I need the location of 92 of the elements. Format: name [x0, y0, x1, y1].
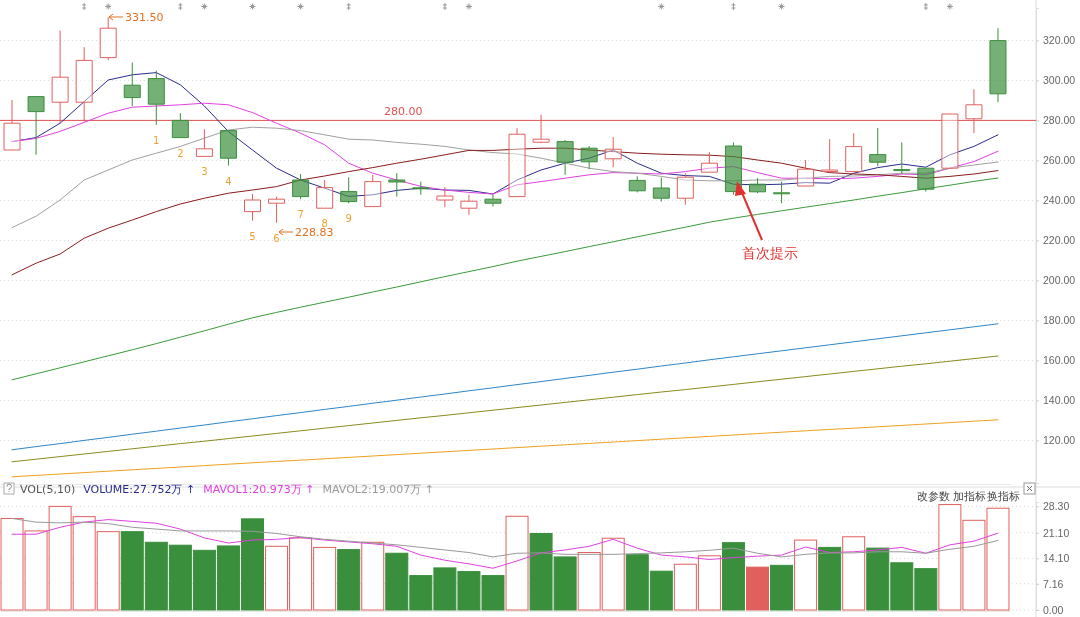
candlestick — [460, 194, 478, 216]
candlestick — [869, 127, 887, 167]
series-label: VOLUME:27.752万 ↑ — [83, 483, 196, 496]
candlestick — [388, 172, 406, 198]
candlestick — [244, 193, 261, 222]
bar — [361, 541, 385, 611]
candlestick — [652, 177, 670, 203]
y-tick-label: 0.00 — [1043, 603, 1064, 616]
candlestick — [941, 113, 959, 169]
chart-title: VOL(5,10) — [20, 483, 76, 496]
text: MAVOL2:19.007万 ↑ — [322, 483, 434, 496]
y-tick-label: 140.00 — [1043, 394, 1076, 407]
ref-line-label: 280.00 — [384, 105, 423, 119]
candlestick — [75, 46, 93, 123]
candlestick — [171, 112, 189, 139]
candlestick — [893, 141, 911, 175]
candlestick — [316, 179, 334, 209]
y-tick-label: 240.00 — [1043, 194, 1076, 207]
candlestick — [700, 151, 718, 173]
candlestick — [268, 196, 286, 224]
candlestick — [412, 181, 430, 196]
annotation: 换指标 — [987, 490, 1020, 503]
candlestick — [99, 16, 117, 61]
candlestick — [580, 145, 598, 170]
line-series — [11, 519, 999, 569]
candlestick — [147, 70, 165, 126]
annotation: 331.50 — [125, 11, 164, 24]
candlestick — [292, 173, 310, 200]
candlestick — [340, 176, 358, 204]
y-tick-label: 200.00 — [1043, 274, 1076, 287]
y-tick-label: 320.00 — [1043, 34, 1076, 47]
y-tick-label: 120.00 — [1043, 434, 1076, 447]
candlestick — [436, 186, 454, 208]
candlestick — [676, 172, 694, 206]
annotation: 加指标 — [953, 490, 986, 503]
y-tick-label: 300.00 — [1043, 74, 1076, 87]
text: 2 — [177, 147, 184, 159]
candlestick — [965, 88, 983, 134]
y-tick-label: 280.00 — [1043, 114, 1076, 127]
y-tick-label: 260.00 — [1043, 154, 1076, 167]
candlestick — [797, 159, 815, 187]
candlestick — [219, 130, 237, 167]
line-series — [11, 323, 999, 451]
candlestick — [51, 30, 69, 124]
y-tick-label: 28.30 — [1043, 500, 1070, 513]
candlestick — [508, 127, 526, 198]
text: MAVOL1:20.973万 ↑ — [203, 483, 315, 496]
y-tick-label: 14.10 — [1043, 552, 1070, 565]
bar — [818, 546, 842, 611]
candlestick — [821, 138, 839, 173]
y-tick-label: 220.00 — [1043, 234, 1076, 247]
candlestick — [989, 27, 1007, 103]
annotation: 首次提示 — [742, 245, 798, 261]
candlestick — [749, 177, 766, 194]
text: 5 — [249, 230, 256, 242]
line-series — [11, 355, 999, 463]
candlestick — [195, 128, 213, 157]
line-series — [11, 126, 999, 229]
line-series — [11, 517, 999, 558]
text: 4 — [225, 175, 232, 187]
annotation: 改参数 — [917, 490, 950, 503]
bar — [337, 549, 361, 611]
text: 3 — [201, 166, 208, 178]
bar — [746, 566, 769, 611]
candlestick — [532, 114, 550, 144]
line-series — [11, 102, 999, 195]
text: 1 — [153, 134, 160, 146]
candlestick — [3, 99, 21, 151]
candlestick — [845, 132, 863, 173]
y-tick-label: 7.16 — [1043, 577, 1064, 590]
candlestick — [604, 136, 622, 168]
text: 9 — [345, 213, 352, 225]
candlestick — [27, 96, 45, 156]
bar — [721, 542, 745, 611]
candlestick — [628, 175, 646, 193]
candlestick — [773, 181, 791, 204]
text: 6 — [273, 232, 280, 244]
candlestick — [556, 139, 574, 176]
line-series — [11, 419, 999, 478]
y-tick-label: 180.00 — [1043, 314, 1076, 327]
y-tick-label: 160.00 — [1043, 354, 1076, 367]
bar — [770, 564, 794, 611]
bar — [505, 515, 529, 611]
line-series — [11, 147, 999, 276]
bar — [842, 536, 866, 611]
bar — [794, 539, 818, 611]
y-tick-label: 21.10 — [1043, 526, 1070, 539]
candlestick — [364, 174, 382, 208]
candlestick — [123, 62, 141, 107]
text: 7 — [297, 209, 304, 221]
annotation: 228.83 — [295, 226, 334, 239]
candlestick — [484, 194, 502, 208]
